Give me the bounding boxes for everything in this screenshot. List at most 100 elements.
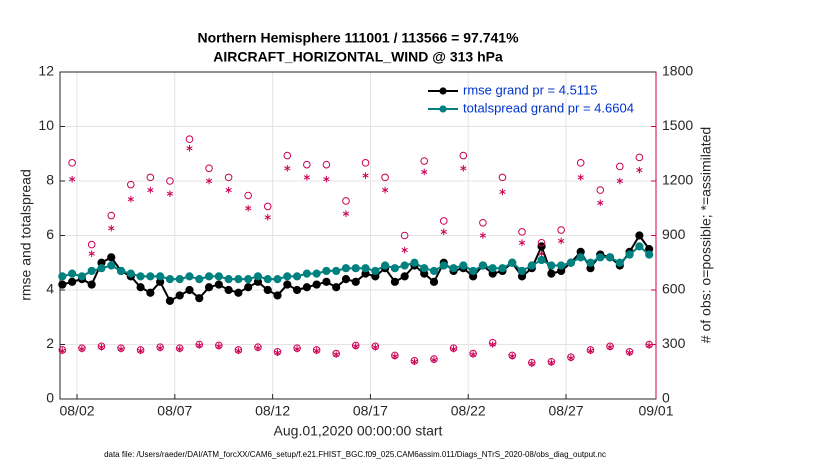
x-tick-label: 08/22: [451, 403, 486, 419]
point: [557, 261, 566, 270]
point: [87, 280, 96, 289]
point: [351, 277, 360, 286]
point: [605, 253, 615, 262]
point: [58, 272, 67, 281]
obs-assimilated: [108, 224, 115, 232]
point: [361, 264, 370, 273]
obs-assimilated: [411, 358, 418, 366]
y2-tick-label: 1200: [662, 172, 693, 188]
obs-assimilated: [293, 345, 301, 353]
obs-assimilated: [313, 347, 320, 355]
obs-possible: [127, 180, 135, 189]
obs-assimilated: [528, 360, 535, 367]
point: [302, 269, 311, 278]
obs-assimilated: [157, 344, 164, 352]
point: [635, 231, 644, 240]
point: [312, 280, 321, 289]
obs-assimilated: [548, 359, 555, 366]
point: [498, 264, 507, 273]
point: [322, 266, 331, 276]
point: [508, 258, 517, 267]
x-tick-label: 08/02: [59, 403, 94, 419]
obs-assimilated: [469, 351, 477, 358]
y2-tick-label: 1800: [662, 63, 693, 79]
y-tick-label: 10: [38, 117, 54, 133]
y2-tick-label: 900: [662, 226, 686, 242]
obs-possible: [107, 211, 116, 220]
obs-assimilated: [215, 343, 222, 350]
obs-possible: [303, 160, 311, 169]
point: [322, 277, 331, 286]
point: [244, 275, 253, 284]
obs-possible: [283, 151, 292, 160]
point: [332, 266, 341, 276]
y-axis-label: rmse and totalspread: [18, 169, 34, 301]
obs-assimilated: [616, 177, 623, 185]
point: [459, 261, 468, 270]
obs-assimilated: [225, 186, 232, 194]
chart-title: Northern Hemisphere 111001 / 113566 = 97…: [197, 30, 519, 46]
obs-assimilated: [577, 174, 584, 181]
obs-possible: [68, 159, 76, 167]
y-tick-label: 4: [46, 281, 54, 297]
point: [234, 275, 243, 284]
legend-label: rmse grand pr = 4.5115: [463, 82, 598, 97]
point: [341, 264, 351, 273]
point: [302, 283, 311, 292]
obs-assimilated: [205, 177, 213, 185]
point: [195, 294, 204, 303]
x-tick-label: 08/07: [157, 403, 192, 419]
obs-assimilated: [421, 168, 428, 176]
y-tick-label: 2: [46, 335, 54, 351]
obs-assimilated: [538, 250, 545, 257]
obs-assimilated: [352, 343, 359, 350]
obs-assimilated: [137, 347, 144, 355]
obs-assimilated: [127, 195, 134, 203]
x-tick-label: 09/01: [638, 403, 673, 419]
obs-assimilated: [587, 347, 594, 355]
y2-tick-label: 1500: [662, 117, 693, 133]
obs-assimilated: [597, 199, 604, 207]
point: [126, 269, 135, 278]
point: [400, 261, 409, 270]
point: [87, 266, 96, 276]
point: [204, 272, 214, 281]
point: [244, 283, 253, 292]
obs-assimilated: [489, 341, 496, 348]
obs-assimilated: [479, 232, 487, 239]
point: [371, 266, 380, 276]
point: [214, 272, 223, 281]
obs-possible: [322, 160, 331, 169]
series: [58, 135, 653, 367]
legend-marker: [439, 87, 447, 95]
point: [195, 275, 204, 284]
obs-assimilated: [333, 351, 340, 358]
point: [380, 261, 390, 270]
point: [527, 261, 536, 270]
point: [488, 264, 497, 273]
obs-assimilated: [646, 342, 653, 349]
chart-subtitle: AIRCRAFT_HORIZONTAL_WIND @ 313 hPa: [213, 49, 503, 65]
obs-assimilated: [245, 204, 252, 212]
point: [273, 291, 282, 300]
obs-possible: [439, 217, 448, 225]
point: [234, 288, 243, 297]
y-tick-label: 0: [46, 390, 54, 406]
point: [175, 275, 184, 284]
point: [146, 288, 155, 297]
point: [410, 258, 419, 267]
obs-possible: [420, 157, 429, 165]
point: [390, 264, 399, 273]
obs-possible: [185, 135, 194, 144]
point: [263, 275, 272, 284]
obs-assimilated: [98, 343, 105, 351]
point: [214, 280, 223, 289]
point: [586, 258, 595, 267]
obs-assimilated: [323, 175, 330, 183]
point: [469, 266, 478, 276]
point: [429, 277, 439, 286]
point: [332, 283, 341, 292]
obs-assimilated: [166, 190, 174, 198]
point: [312, 269, 321, 278]
footnote: data file: /Users/raeder/DAI/ATM_forcXX/…: [104, 450, 606, 459]
